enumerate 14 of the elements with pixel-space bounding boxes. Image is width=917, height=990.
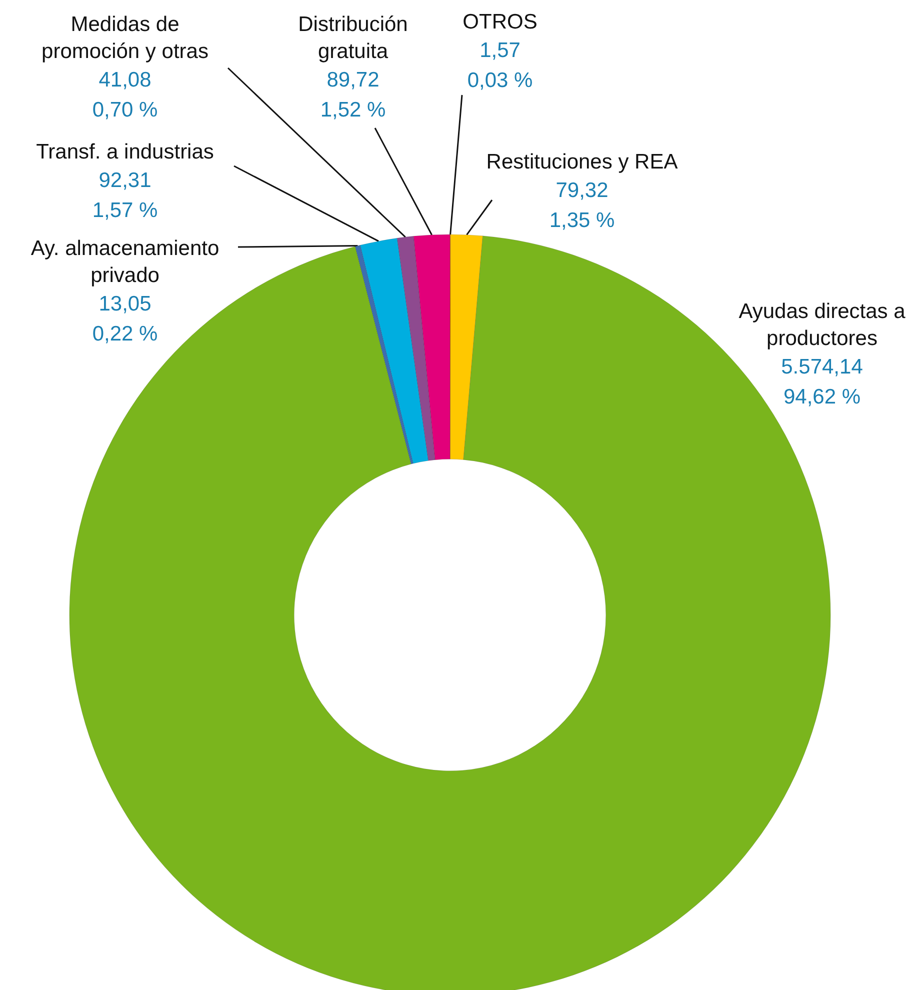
data-label: 79,32 1,35 % [549, 179, 615, 232]
data-label: 89,72 1,52 % [320, 68, 386, 122]
slice-label: OTROS [462, 10, 538, 34]
data-label: 5.574,14 94,62 % [781, 356, 864, 408]
data-label: 13,05 0,22 % [92, 292, 158, 346]
data-label: 41,08 0,70 % [92, 68, 158, 122]
slice-label: Restituciones y REA [486, 150, 678, 174]
slice-label: Ayudas directas a productores [738, 300, 906, 350]
data-label: 1,57 0,03 % [467, 39, 533, 92]
slice-label: Ay. almacenamiento privado [30, 237, 220, 287]
slice-label: Medidas de promoción y otras [42, 13, 208, 63]
slice-label: Transf. a industrias [36, 140, 214, 164]
slice-label: Distribución gratuita [298, 13, 408, 63]
data-label: 92,31 1,57 % [92, 169, 158, 222]
